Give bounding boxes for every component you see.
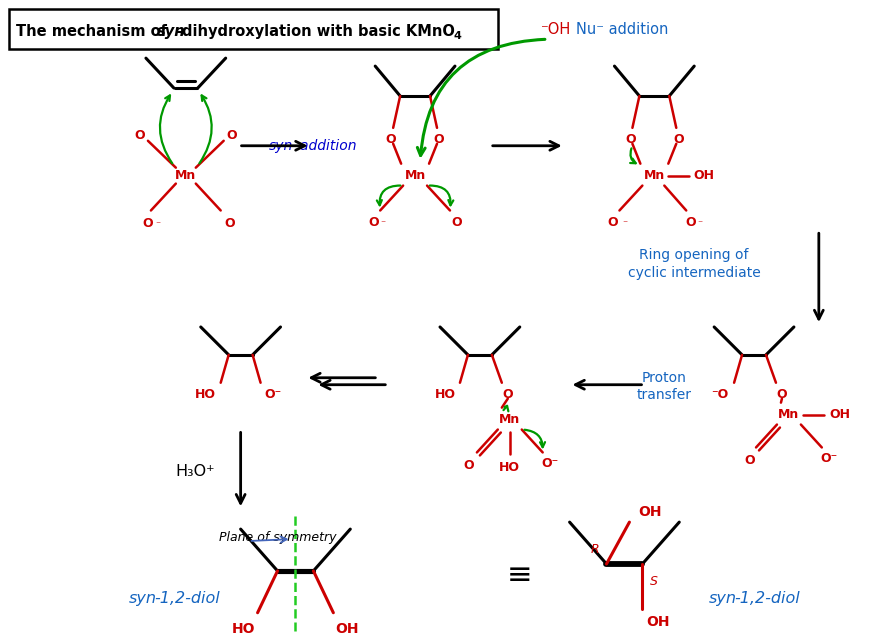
Text: transfer: transfer: [637, 388, 692, 402]
Text: O: O: [673, 133, 684, 147]
Text: O: O: [386, 133, 396, 147]
Text: O: O: [368, 216, 379, 229]
Text: HO: HO: [500, 461, 520, 474]
Text: ⁻: ⁻: [622, 219, 627, 230]
Text: O: O: [142, 217, 153, 230]
Text: HO: HO: [232, 622, 255, 636]
Text: Mn: Mn: [499, 413, 520, 426]
Text: -addition: -addition: [295, 139, 357, 153]
Text: syn: syn: [268, 139, 292, 153]
Text: O: O: [434, 133, 444, 147]
Text: ⁻: ⁻: [698, 219, 703, 230]
Text: ≡: ≡: [507, 561, 533, 590]
Text: -dihydroxylation with basic KMnO: -dihydroxylation with basic KMnO: [176, 24, 454, 39]
Text: ⁻O: ⁻O: [711, 388, 729, 401]
Text: syn: syn: [129, 592, 157, 606]
Text: OH: OH: [693, 169, 715, 182]
Text: Ring opening of: Ring opening of: [639, 248, 749, 262]
Text: O: O: [224, 217, 235, 230]
Text: -1,2-diol: -1,2-diol: [154, 592, 220, 606]
Text: Nu⁻ addition: Nu⁻ addition: [575, 22, 668, 37]
Text: O: O: [625, 133, 636, 147]
Text: R: R: [590, 543, 599, 556]
Text: O: O: [502, 388, 513, 401]
Text: 4: 4: [454, 32, 462, 41]
Text: OH: OH: [829, 408, 850, 421]
Text: O: O: [685, 216, 695, 229]
Text: -1,2-diol: -1,2-diol: [734, 592, 800, 606]
Text: S: S: [651, 575, 658, 588]
Text: ⁻: ⁻: [156, 221, 160, 230]
Text: O: O: [227, 129, 237, 142]
Text: O: O: [607, 216, 618, 229]
Text: syn: syn: [709, 592, 737, 606]
Text: O: O: [134, 129, 145, 142]
Text: O: O: [745, 454, 756, 467]
Text: Mn: Mn: [644, 169, 665, 182]
Text: H₃O⁺: H₃O⁺: [176, 464, 215, 479]
Text: Mn: Mn: [404, 169, 426, 182]
Text: O: O: [463, 459, 474, 472]
Text: O⁻: O⁻: [541, 457, 558, 470]
Text: Proton: Proton: [642, 371, 686, 385]
Text: Mn: Mn: [175, 169, 196, 182]
Text: O: O: [777, 388, 788, 401]
Text: OH: OH: [335, 622, 359, 636]
Bar: [10, 10, 498, 49]
Text: ⁻: ⁻: [380, 219, 386, 230]
Text: O⁻: O⁻: [264, 388, 281, 401]
Text: Plane of symmetry: Plane of symmetry: [219, 530, 336, 543]
Text: O: O: [452, 216, 462, 229]
Text: OH: OH: [646, 615, 670, 629]
Text: ⁻OH: ⁻OH: [540, 22, 570, 37]
Text: syn: syn: [156, 24, 186, 39]
Text: OH: OH: [638, 505, 662, 519]
Text: HO: HO: [196, 388, 216, 401]
Text: cyclic intermediate: cyclic intermediate: [628, 266, 761, 280]
Text: HO: HO: [435, 388, 455, 401]
Text: Mn: Mn: [778, 408, 799, 421]
Text: The mechanism of: The mechanism of: [16, 24, 172, 39]
Text: O⁻: O⁻: [821, 452, 837, 465]
